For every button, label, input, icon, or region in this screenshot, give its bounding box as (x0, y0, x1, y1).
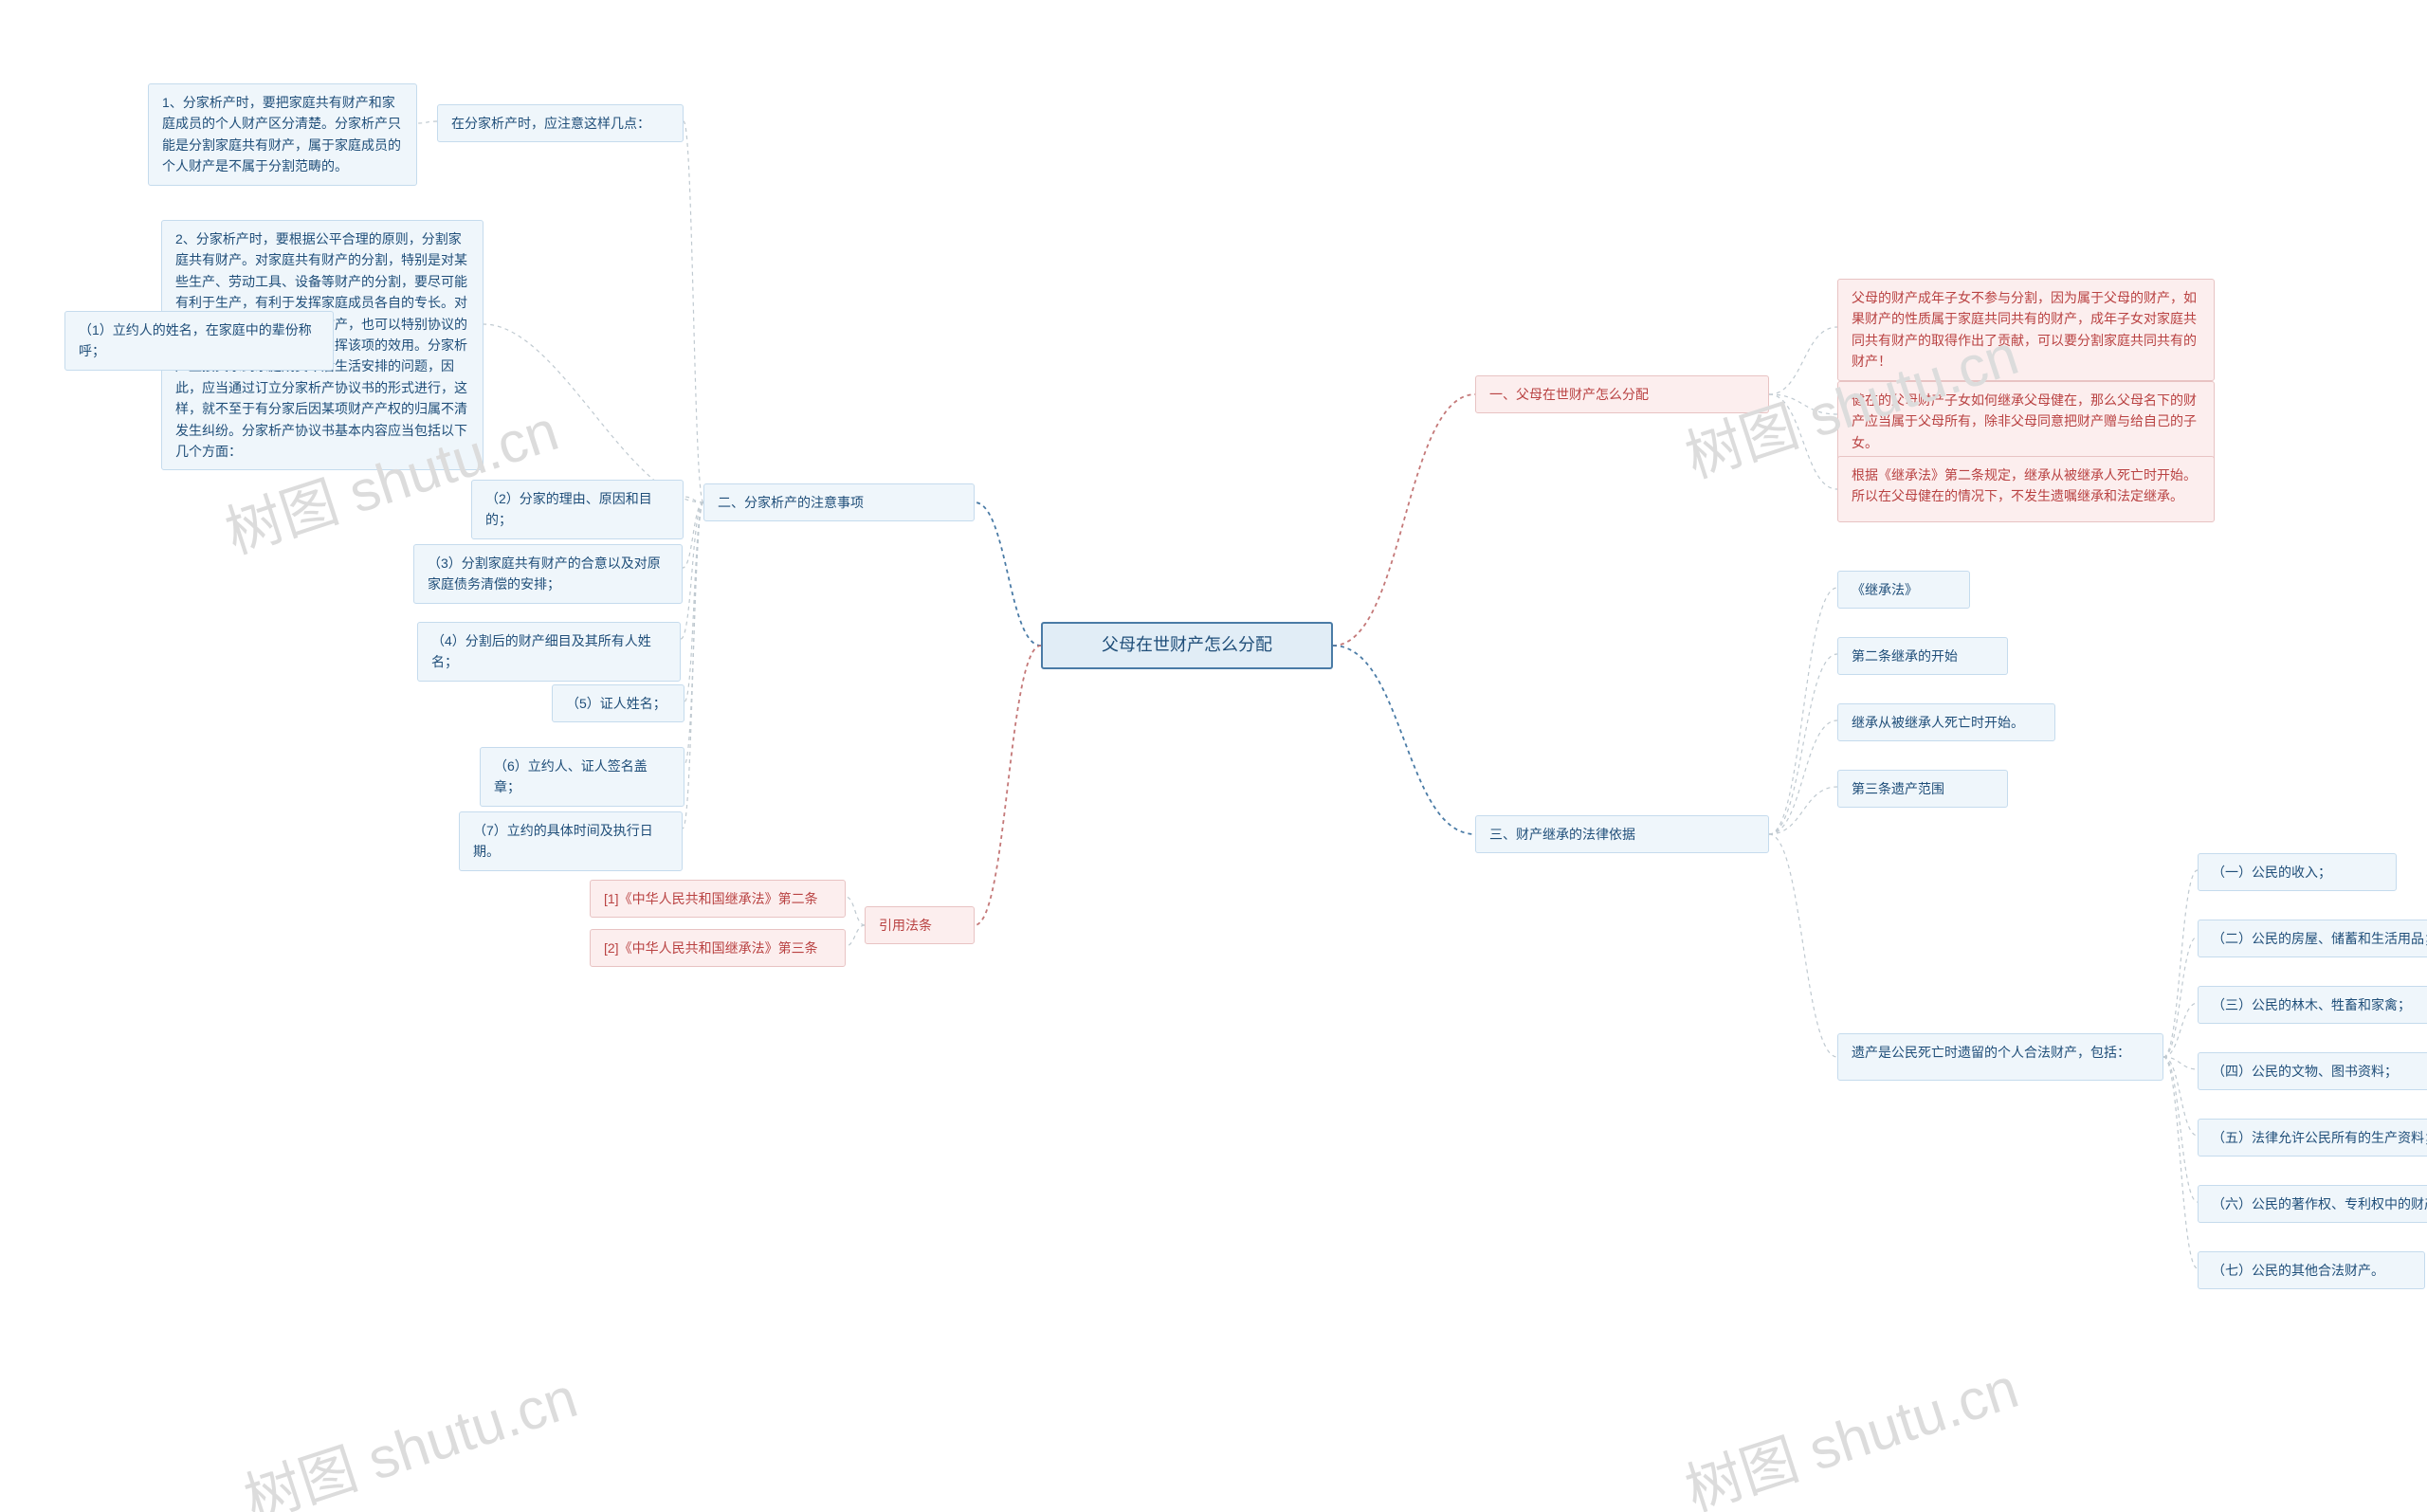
node-l2c[interactable]: （2）分家的理由、原因和目的； (471, 480, 684, 539)
node-r1[interactable]: 一、父母在世财产怎么分配 (1475, 375, 1769, 413)
node-l2e[interactable]: （4）分割后的财产细目及其所有人姓名； (417, 622, 681, 682)
node-l2g[interactable]: （6）立约人、证人签名盖章； (480, 747, 684, 807)
connector (846, 925, 865, 946)
node-r1a[interactable]: 父母的财产成年子女不参与分割，因为属于父母的财产，如果财产的性质属于家庭共同共有… (1837, 279, 2215, 381)
connector (1769, 787, 1837, 834)
connector (684, 502, 703, 764)
node-r3c[interactable]: 继承从被继承人死亡时开始。 (1837, 703, 2055, 741)
node-r3e6[interactable]: （六）公民的著作权、专利权中的财产权利； (2198, 1185, 2427, 1223)
node-r3e1[interactable]: （一）公民的收入； (2198, 853, 2397, 891)
connector (681, 502, 703, 639)
node-r3d[interactable]: 第三条遗产范围 (1837, 770, 2008, 808)
watermark: 树图 shutu.cn (1673, 1342, 2027, 1512)
connector (684, 121, 703, 502)
node-lref[interactable]: 引用法条 (865, 906, 975, 944)
connector (1769, 834, 1837, 1057)
connector (417, 121, 437, 123)
connector (683, 502, 703, 829)
connector (1769, 588, 1837, 834)
node-lref2[interactable]: [2]《中华人民共和国继承法》第三条 (590, 929, 846, 967)
node-lref1[interactable]: [1]《中华人民共和国继承法》第二条 (590, 880, 846, 918)
node-l2a[interactable]: 在分家析产时，应注意这样几点： (437, 104, 684, 142)
node-r3e4[interactable]: （四）公民的文物、图书资料； (2198, 1052, 2427, 1090)
connector (1769, 654, 1837, 834)
node-l2b1[interactable]: （1）立约人的姓名，在家庭中的辈份称呼； (64, 311, 334, 371)
node-r3b[interactable]: 第二条继承的开始 (1837, 637, 2008, 675)
node-r3e2[interactable]: （二）公民的房屋、储蓄和生活用品； (2198, 920, 2427, 957)
connector (1333, 646, 1475, 834)
connector (1769, 394, 1837, 414)
connector (2163, 1057, 2198, 1069)
connector (975, 502, 1041, 646)
node-l2a1[interactable]: 1、分家析产时，要把家庭共有财产和家庭成员的个人财产区分清楚。分家析产只能是分割… (148, 83, 417, 186)
connector (1769, 720, 1837, 834)
node-r3e3[interactable]: （三）公民的林木、牲畜和家禽； (2198, 986, 2427, 1024)
connector (2163, 1057, 2198, 1268)
connector (484, 324, 703, 502)
connector (2163, 1057, 2198, 1136)
node-l2f[interactable]: （5）证人姓名； (552, 684, 684, 722)
node-r3e[interactable]: 遗产是公民死亡时遗留的个人合法财产，包括： (1837, 1033, 2163, 1081)
connector (1333, 394, 1475, 646)
connector (2163, 870, 2198, 1057)
connector (2163, 937, 2198, 1057)
node-r3e7[interactable]: （七）公民的其他合法财产。 (2198, 1251, 2425, 1289)
connector (1769, 394, 1837, 489)
node-l2d[interactable]: （3）分割家庭共有财产的合意以及对原家庭债务清偿的安排； (413, 544, 683, 604)
connector (975, 646, 1041, 925)
watermark: 树图 shutu.cn (232, 1352, 586, 1512)
connector (683, 502, 703, 568)
connector (2163, 1003, 2198, 1057)
connector (684, 502, 703, 701)
connector (846, 897, 865, 925)
node-r3a[interactable]: 《继承法》 (1837, 571, 1970, 609)
connector (684, 497, 703, 502)
node-r3[interactable]: 三、财产继承的法律依据 (1475, 815, 1769, 853)
node-r3e5[interactable]: （五）法律允许公民所有的生产资料； (2198, 1119, 2427, 1157)
connector (1769, 327, 1837, 394)
node-r1b[interactable]: 健在的父母财产子女如何继承父母健在，那么父母名下的财产应当属于父母所有，除非父母… (1837, 381, 2215, 462)
node-l2h[interactable]: （7）立约的具体时间及执行日期。 (459, 811, 683, 871)
connector (2163, 1057, 2198, 1202)
node-l2[interactable]: 二、分家析产的注意事项 (703, 483, 975, 521)
node-r1c[interactable]: 根据《继承法》第二条规定，继承从被继承人死亡时开始。所以在父母健在的情况下，不发… (1837, 456, 2215, 522)
node-central[interactable]: 父母在世财产怎么分配 (1041, 622, 1333, 669)
